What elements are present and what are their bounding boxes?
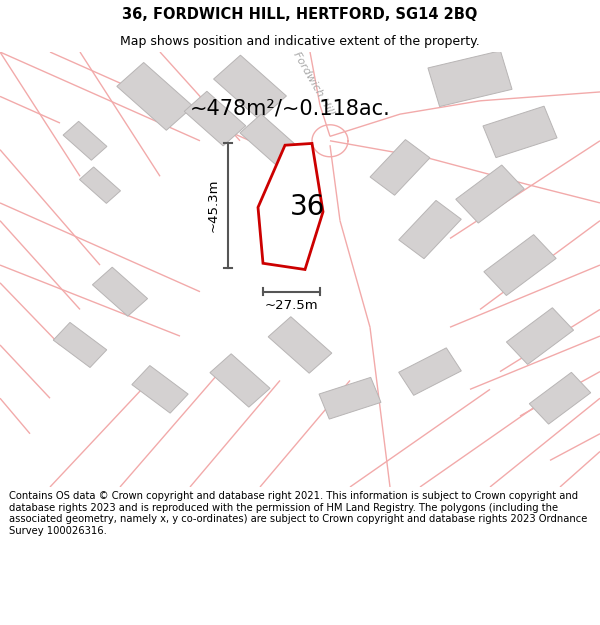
Text: 36: 36 (290, 193, 326, 221)
Polygon shape (92, 268, 148, 316)
Polygon shape (506, 308, 574, 364)
Polygon shape (79, 167, 121, 203)
Polygon shape (370, 139, 430, 195)
Text: ~478m²/~0.118ac.: ~478m²/~0.118ac. (190, 99, 391, 119)
Polygon shape (214, 55, 286, 120)
Text: Map shows position and indicative extent of the property.: Map shows position and indicative extent… (120, 35, 480, 48)
Polygon shape (63, 121, 107, 160)
Polygon shape (529, 372, 591, 424)
Polygon shape (117, 62, 193, 130)
Polygon shape (428, 51, 512, 106)
Polygon shape (399, 201, 461, 259)
Polygon shape (483, 106, 557, 158)
Polygon shape (53, 322, 107, 368)
Polygon shape (132, 366, 188, 413)
Polygon shape (258, 144, 323, 269)
Text: ~27.5m: ~27.5m (265, 299, 319, 312)
Text: ~45.3m: ~45.3m (207, 179, 220, 232)
Polygon shape (456, 165, 524, 223)
Polygon shape (268, 317, 332, 373)
Text: Fordwich Hill: Fordwich Hill (291, 49, 335, 116)
Text: 36, FORDWICH HILL, HERTFORD, SG14 2BQ: 36, FORDWICH HILL, HERTFORD, SG14 2BQ (122, 7, 478, 22)
Polygon shape (319, 378, 381, 419)
Polygon shape (398, 348, 461, 396)
Polygon shape (484, 234, 556, 296)
Polygon shape (240, 114, 300, 168)
Text: Contains OS data © Crown copyright and database right 2021. This information is : Contains OS data © Crown copyright and d… (9, 491, 587, 536)
Polygon shape (210, 354, 270, 407)
Polygon shape (184, 91, 246, 146)
